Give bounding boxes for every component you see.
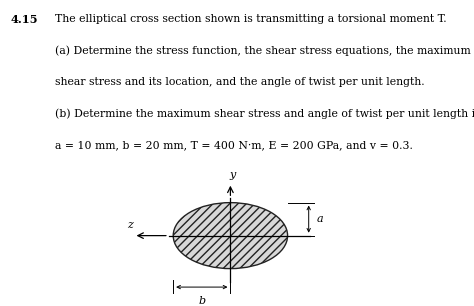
Text: The elliptical cross section shown is transmitting a torsional moment T.: The elliptical cross section shown is tr… (55, 14, 446, 24)
Text: 4.15: 4.15 (10, 14, 38, 25)
Ellipse shape (173, 203, 288, 269)
Text: (b) Determine the maximum shear stress and angle of twist per unit length if: (b) Determine the maximum shear stress a… (55, 109, 474, 119)
Text: (a) Determine the stress function, the shear stress equations, the maximum: (a) Determine the stress function, the s… (55, 45, 470, 56)
Text: a = 10 mm, b = 20 mm, T = 400 N·m, E = 200 GPa, and v = 0.3.: a = 10 mm, b = 20 mm, T = 400 N·m, E = 2… (55, 140, 412, 151)
Text: a: a (316, 214, 323, 224)
Text: z: z (127, 220, 133, 230)
Text: b: b (198, 296, 205, 306)
Text: y: y (229, 170, 236, 180)
Text: shear stress and its location, and the angle of twist per unit length.: shear stress and its location, and the a… (55, 77, 424, 87)
